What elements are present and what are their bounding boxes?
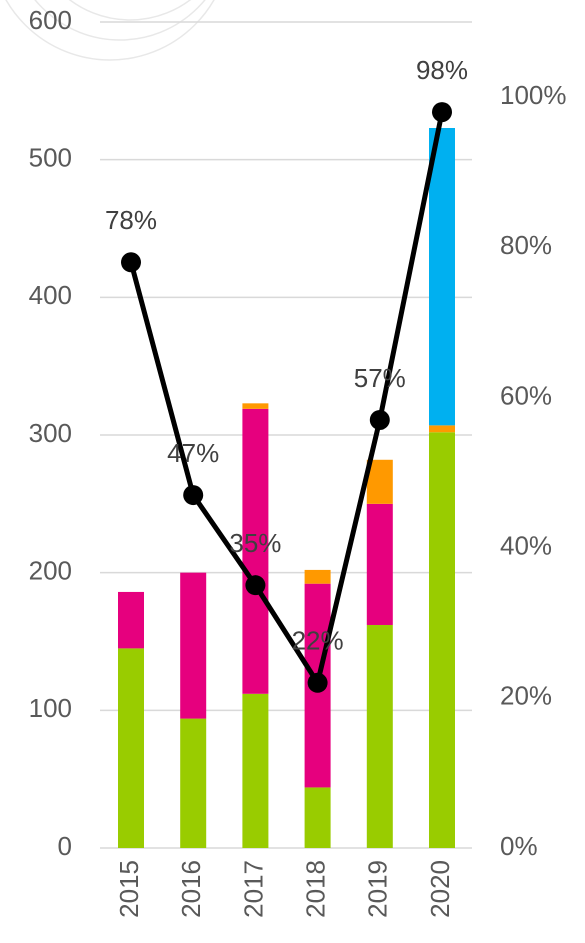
line-marker (369, 409, 390, 430)
x-tick-label: 2020 (425, 860, 455, 918)
bar-segment (242, 403, 269, 409)
x-tick-label: 2016 (176, 860, 206, 918)
decoration (5, 0, 215, 61)
line-marker (432, 102, 452, 123)
bar-segment (304, 569, 331, 584)
line-marker (245, 575, 266, 596)
bar-segment (429, 128, 455, 426)
line-marker (121, 252, 141, 273)
line (128, 111, 445, 690)
y-tick-label: 600 (29, 5, 72, 35)
x-tick-label: 2017 (238, 860, 268, 918)
y-tick-label: 500 (29, 143, 72, 173)
bar-segment (180, 572, 207, 719)
line-marker (183, 485, 204, 506)
data-label: 22% (292, 626, 344, 656)
bar-segment (429, 425, 455, 433)
y2-tick-label: 60% (500, 380, 552, 410)
bar-segment (366, 624, 393, 848)
y-tick-label: 400 (29, 280, 72, 310)
y-tick-label: 200 (29, 556, 72, 586)
bar-segment (180, 718, 207, 848)
data-label: 57% (354, 363, 406, 393)
bar-segment (118, 648, 144, 848)
y2-tick-label: 40% (500, 531, 552, 561)
x-tick-label: 2019 (363, 860, 393, 918)
bar-segment (242, 408, 269, 694)
y-tick-label: 300 (29, 418, 72, 448)
bar-segment (304, 787, 331, 848)
bar-segment (242, 693, 269, 848)
x-tick-label: 2018 (300, 860, 330, 918)
data-label: 78% (105, 205, 157, 235)
y2-tick-label: 80% (500, 230, 552, 260)
x-tick-label: 2015 (114, 860, 144, 918)
bar-segment (118, 591, 144, 649)
y-tick-label: 100 (29, 693, 72, 723)
y-tick-label: 0 (58, 831, 72, 861)
data-label: 98% (416, 55, 468, 85)
line-marker (307, 672, 328, 693)
bar-segment (366, 503, 393, 625)
y2-tick-label: 100% (500, 80, 567, 110)
bar-segment (429, 432, 455, 848)
y2-tick-label: 20% (500, 681, 552, 711)
data-label: 35% (229, 528, 281, 558)
data-label: 47% (167, 438, 219, 468)
y2-tick-label: 0% (500, 831, 538, 861)
